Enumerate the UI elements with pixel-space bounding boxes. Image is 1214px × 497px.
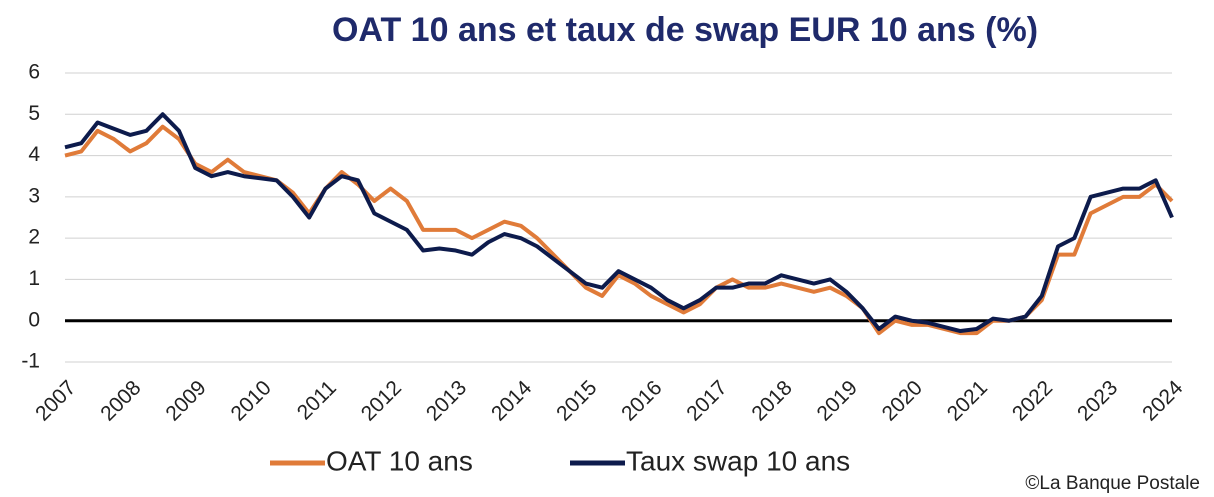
x-tick-label: 2007 [31,376,80,425]
y-tick-label: 2 [28,226,40,249]
legend-label: Taux swap 10 ans [626,445,850,476]
y-tick-label: 6 [28,61,40,84]
x-tick-label: 2009 [161,376,210,425]
x-tick-label: 2011 [293,376,341,424]
y-tick-label: 3 [28,184,40,207]
x-tick-label: 2023 [1073,376,1122,425]
x-tick-label: 2016 [617,376,666,425]
x-tick-label: 2012 [357,376,406,425]
x-tick-label: 2014 [487,376,537,426]
x-tick-label: 2008 [96,376,145,425]
legend-label: OAT 10 ans [326,445,473,476]
x-tick-label: 2018 [747,376,796,425]
x-tick-label: 2017 [682,376,731,425]
line [64,112,1174,334]
y-tick-label: 5 [28,102,40,125]
x-tick-label: 2015 [552,376,601,425]
chart-title: OAT 10 ans et taux de swap EUR 10 ans (%… [332,11,1038,49]
y-tick-label: 1 [28,267,40,290]
x-tick-label: 2020 [878,376,927,425]
x-tick-label: 2010 [227,376,276,425]
x-tick-label: 2022 [1008,376,1057,425]
source: ©La Banque Postale [1025,473,1200,494]
y-tick-label: 0 [28,308,40,331]
x-tick-label: 2021 [943,376,992,425]
x-tick-label: 2019 [813,376,862,425]
x-tick-label: 2024 [1138,376,1188,426]
y-tick-label: 4 [28,143,40,166]
y-tick-label: -1 [21,350,40,373]
x-tick-label: 2013 [422,376,471,425]
line [64,124,1174,336]
